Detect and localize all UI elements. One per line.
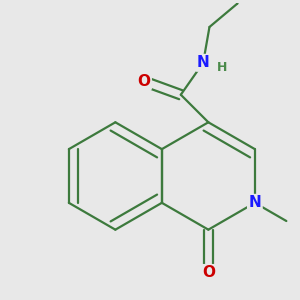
Text: O: O — [137, 74, 150, 89]
Text: N: N — [197, 55, 209, 70]
Text: N: N — [248, 195, 261, 210]
Text: H: H — [217, 61, 227, 74]
Text: O: O — [202, 266, 215, 280]
